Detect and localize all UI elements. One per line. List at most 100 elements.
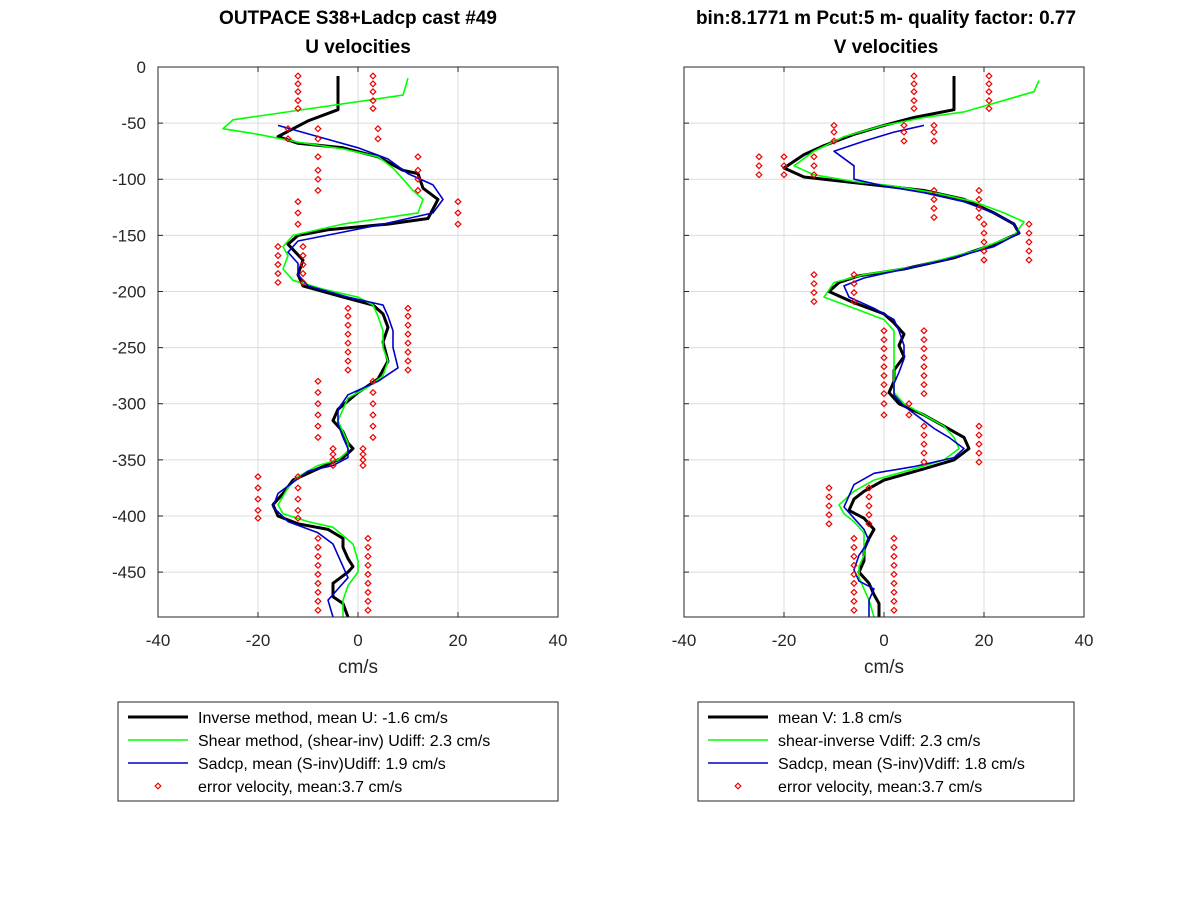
v-error-marker xyxy=(880,380,888,389)
v-error-marker xyxy=(920,458,928,466)
v-error-marker xyxy=(810,153,818,161)
u-error-marker xyxy=(454,198,462,206)
v-error-marker xyxy=(865,493,873,501)
v-error-marker xyxy=(850,534,858,543)
u-error-marker xyxy=(364,606,372,614)
u-y-tick-label: -450 xyxy=(112,563,146,582)
u-error-marker xyxy=(254,473,262,481)
u-error-marker xyxy=(404,330,412,338)
v-error-marker xyxy=(810,171,818,179)
v-error-marker xyxy=(1025,256,1033,264)
v-error-marker xyxy=(985,96,993,105)
u-error-marker xyxy=(294,80,302,88)
v-plot-area xyxy=(755,72,1040,617)
v-error-marker xyxy=(975,458,983,466)
u-error-marker xyxy=(369,388,377,397)
u-error-marker xyxy=(314,433,322,442)
u-error-marker xyxy=(314,186,322,195)
u-error-marker xyxy=(329,456,337,464)
u-error-marker xyxy=(359,456,367,464)
v-error-marker xyxy=(890,561,898,570)
u-error-marker xyxy=(294,473,302,481)
u-legend-error-marker xyxy=(154,782,162,790)
v-error-marker xyxy=(865,520,873,528)
v-error-marker xyxy=(975,449,983,457)
u-error-marker xyxy=(294,514,302,522)
u-error-marker xyxy=(314,125,322,133)
v-error-marker xyxy=(905,400,913,408)
v-error-marker xyxy=(850,552,858,561)
u-error-marker xyxy=(314,422,322,430)
u-plot-area xyxy=(222,72,462,617)
u-error-marker xyxy=(344,357,352,365)
v-error-marker xyxy=(890,552,898,561)
u-error-marker xyxy=(369,377,377,385)
u-error-marker xyxy=(284,135,292,143)
v-x-axis-label: cm/s xyxy=(864,657,904,678)
u-y-tick-label: -100 xyxy=(112,170,146,189)
v-error-marker xyxy=(825,511,833,519)
v-error-marker xyxy=(980,220,988,228)
v-error-marker xyxy=(900,128,908,136)
v-chart-subtitle: V velocities xyxy=(834,37,939,58)
u-x-tick-label: -20 xyxy=(246,631,271,650)
v-error-marker xyxy=(850,570,858,579)
v-error-marker xyxy=(980,238,988,246)
u-error-marker xyxy=(329,461,337,470)
v-error-marker xyxy=(920,327,928,335)
v-error-marker xyxy=(920,440,928,448)
u-ticks: -40 -20 0 20 400-50-100-150-200-250-300-350-… xyxy=(112,58,567,650)
u-chart-subtitle: U velocities xyxy=(305,37,411,58)
u-error-marker xyxy=(364,579,372,588)
u-error-marker xyxy=(299,242,307,251)
v-error-marker xyxy=(880,389,888,398)
u-error-marker xyxy=(404,339,412,347)
u-error-marker xyxy=(274,242,282,251)
v-error-marker xyxy=(880,363,888,371)
u-error-marker xyxy=(274,260,282,269)
u-error-marker xyxy=(364,534,372,543)
u-error-marker xyxy=(314,411,322,419)
v-error-marker xyxy=(825,484,833,492)
v-error-marker xyxy=(850,561,858,570)
u-error-marker xyxy=(314,153,322,161)
v-error-marker xyxy=(810,270,818,279)
u-error-marker xyxy=(364,543,372,552)
v-error-marker xyxy=(850,543,858,552)
v-error-marker xyxy=(985,88,993,96)
v-error-marker xyxy=(930,213,938,222)
v-error-marker xyxy=(975,431,983,439)
v-error-marker xyxy=(920,336,928,344)
u-error-marker xyxy=(369,411,377,419)
u-x-tick-label: 0 xyxy=(353,631,362,650)
v-error-marker xyxy=(985,72,993,80)
v-error-marker xyxy=(810,297,818,306)
v-error-marker xyxy=(880,371,888,380)
u-error-marker xyxy=(344,348,352,356)
u-error-marker xyxy=(369,72,377,80)
u-error-marker xyxy=(294,495,302,503)
u-error-marker xyxy=(364,552,372,561)
v-error-marker xyxy=(850,279,858,288)
v-ticks: -40 -20 0 20 40 xyxy=(672,66,1093,650)
u-error-marker xyxy=(329,450,337,458)
u-legend: Inverse method, mean U: -1.6 cm/s Shear … xyxy=(117,701,559,802)
u-error-marker xyxy=(314,175,322,183)
v-error-marker xyxy=(825,493,833,501)
u-error-marker xyxy=(314,552,322,561)
u-error-marker xyxy=(294,96,302,105)
v-error-marker xyxy=(900,121,908,130)
u-error-marker xyxy=(369,104,377,113)
v-error-marker xyxy=(755,162,763,170)
v-error-marker xyxy=(850,606,858,614)
v-error-marker xyxy=(930,137,938,145)
u-error-marker xyxy=(299,278,307,287)
u-error-marker xyxy=(414,186,422,195)
u-error-marker xyxy=(364,570,372,579)
v-error-marker xyxy=(780,171,788,179)
u-error-marker xyxy=(414,166,422,174)
u-error-marker xyxy=(274,278,282,287)
u-error-marker xyxy=(404,312,412,320)
u-error-marker xyxy=(359,461,367,470)
v-error-marker xyxy=(880,411,888,419)
